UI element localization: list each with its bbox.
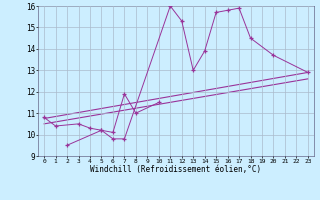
X-axis label: Windchill (Refroidissement éolien,°C): Windchill (Refroidissement éolien,°C) — [91, 165, 261, 174]
